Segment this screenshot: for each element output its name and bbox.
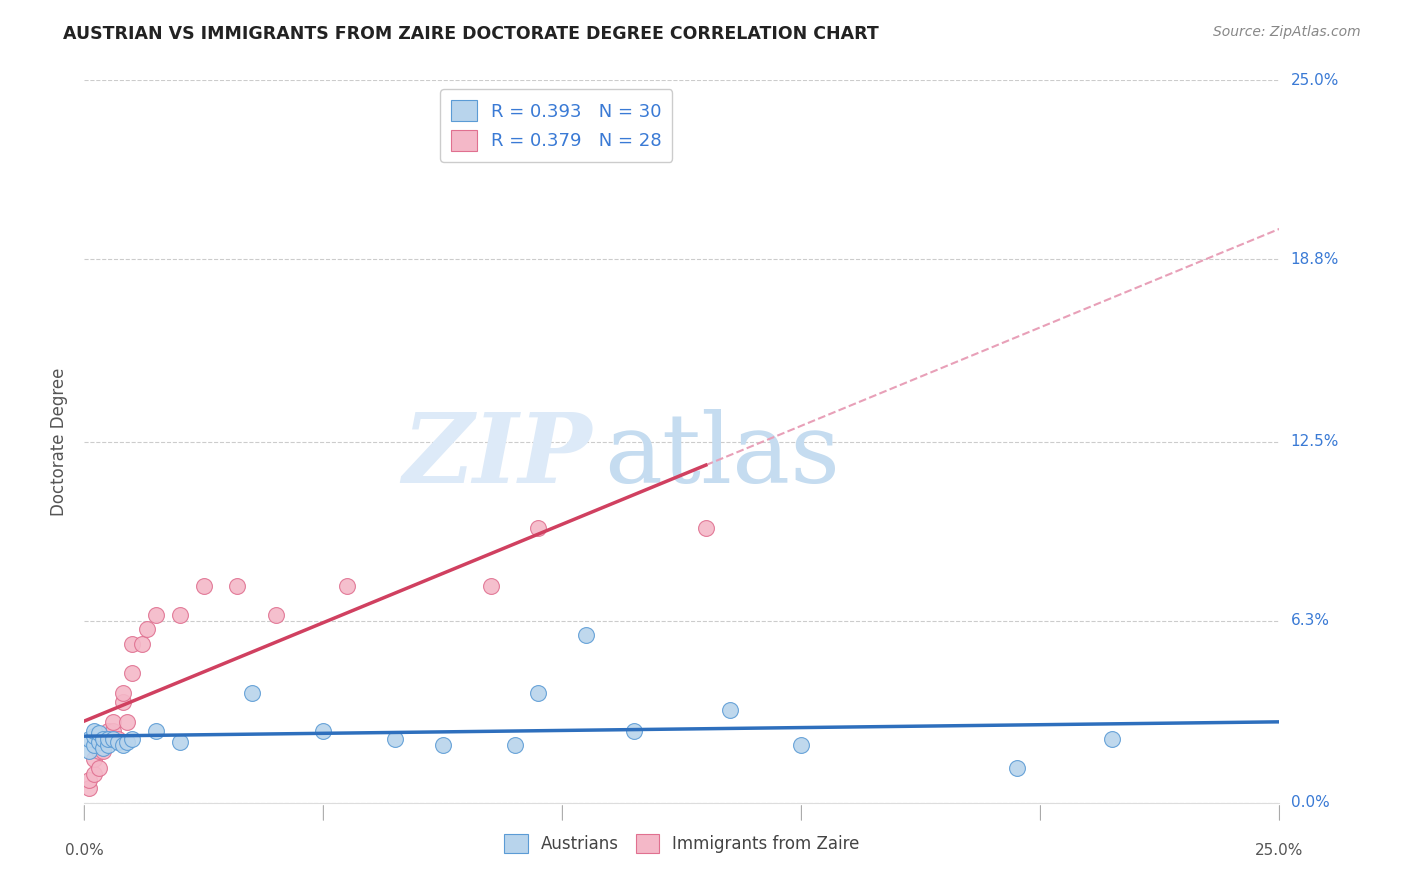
Point	[623, 723, 645, 738]
Point	[169, 735, 191, 749]
Point	[93, 744, 115, 758]
Point	[131, 637, 153, 651]
Point	[264, 607, 287, 622]
Point	[101, 723, 124, 738]
Point	[77, 744, 100, 758]
Point	[312, 723, 335, 738]
Point	[479, 579, 502, 593]
Text: 18.8%: 18.8%	[1291, 252, 1339, 267]
Point	[695, 521, 717, 535]
Point	[97, 723, 120, 738]
Point	[1101, 732, 1123, 747]
Text: Source: ZipAtlas.com: Source: ZipAtlas.com	[1213, 25, 1361, 39]
Point	[107, 735, 129, 749]
Point	[97, 732, 120, 747]
Point	[121, 732, 143, 747]
Point	[83, 767, 105, 781]
Text: AUSTRIAN VS IMMIGRANTS FROM ZAIRE DOCTORATE DEGREE CORRELATION CHART: AUSTRIAN VS IMMIGRANTS FROM ZAIRE DOCTOR…	[63, 25, 879, 43]
Point	[87, 726, 110, 740]
Point	[790, 738, 813, 752]
Point	[527, 686, 550, 700]
Point	[145, 723, 167, 738]
Point	[83, 729, 105, 743]
Point	[97, 732, 120, 747]
Point	[575, 628, 598, 642]
Point	[93, 740, 115, 755]
Point	[135, 623, 157, 637]
Point	[1005, 761, 1028, 775]
Point	[83, 752, 105, 766]
Point	[111, 738, 134, 752]
Point	[121, 665, 143, 680]
Point	[718, 703, 741, 717]
Point	[111, 686, 134, 700]
Text: 0.0%: 0.0%	[65, 843, 104, 858]
Point	[117, 735, 139, 749]
Point	[107, 732, 129, 747]
Text: 25.0%: 25.0%	[1256, 843, 1303, 858]
Point	[432, 738, 454, 752]
Point	[77, 732, 100, 747]
Point	[145, 607, 167, 622]
Point	[121, 637, 143, 651]
Point	[83, 738, 105, 752]
Point	[527, 521, 550, 535]
Point	[240, 686, 263, 700]
Text: 0.0%: 0.0%	[1291, 796, 1329, 810]
Text: ZIP: ZIP	[402, 409, 592, 503]
Point	[503, 738, 526, 752]
Point	[77, 781, 100, 796]
Point	[83, 723, 105, 738]
Point	[87, 744, 110, 758]
Point	[111, 695, 134, 709]
Point	[101, 714, 124, 729]
Legend: Austrians, Immigrants from Zaire: Austrians, Immigrants from Zaire	[498, 827, 866, 860]
Point	[336, 579, 359, 593]
Point	[87, 735, 110, 749]
Point	[101, 732, 124, 747]
Point	[226, 579, 249, 593]
Point	[87, 761, 110, 775]
Text: 6.3%: 6.3%	[1291, 613, 1330, 628]
Point	[117, 714, 139, 729]
Point	[97, 738, 120, 752]
Point	[77, 772, 100, 787]
Text: 12.5%: 12.5%	[1291, 434, 1339, 449]
Point	[193, 579, 215, 593]
Text: atlas: atlas	[605, 409, 841, 503]
Text: 25.0%: 25.0%	[1291, 73, 1339, 87]
Point	[169, 607, 191, 622]
Point	[384, 732, 406, 747]
Point	[93, 732, 115, 747]
Y-axis label: Doctorate Degree: Doctorate Degree	[49, 368, 67, 516]
